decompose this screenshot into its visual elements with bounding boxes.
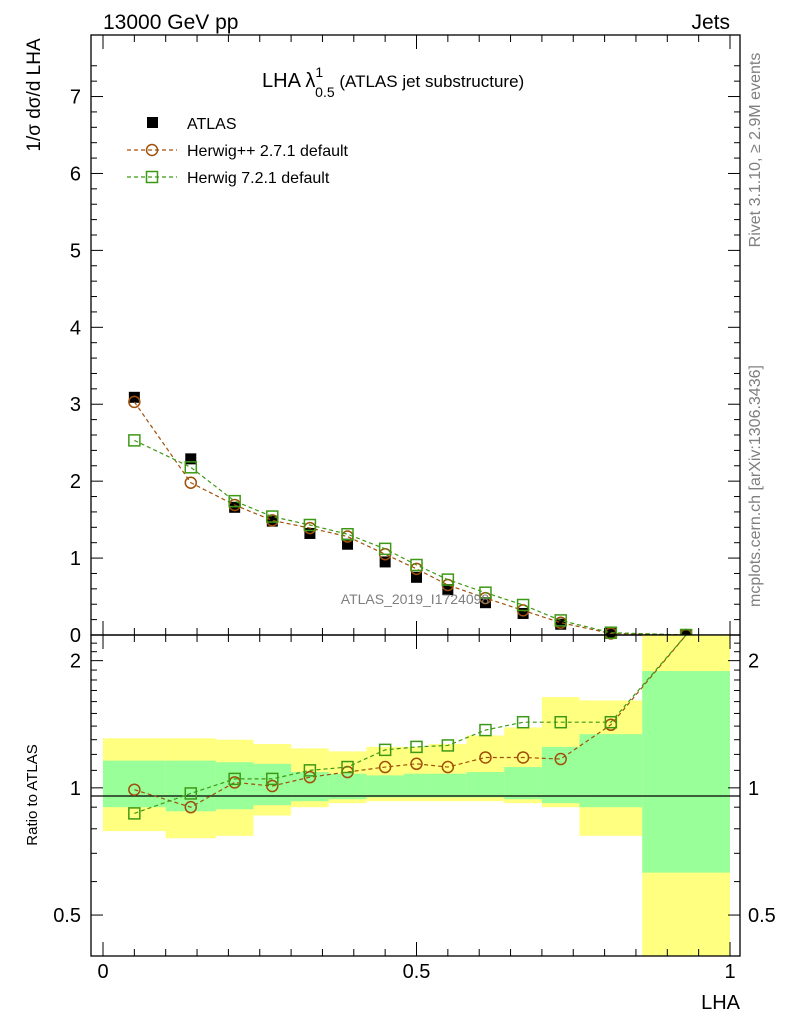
main-point-herwig7 xyxy=(228,494,241,508)
plot-title: LHA λ1 0.5 (ATLAS jet substructure) xyxy=(262,64,524,100)
main-point-herwig7 xyxy=(516,598,530,612)
main-ytick-label: 6 xyxy=(70,163,81,185)
main-point-atlas xyxy=(442,584,454,596)
ratio-ytick-label-right: 2 xyxy=(748,651,759,673)
main-point-herwigpp xyxy=(184,476,198,489)
ratio-point-herwigpp xyxy=(479,751,492,764)
main-ytick-label: 0 xyxy=(70,625,81,647)
ratio-ylabel: Ratio to ATLAS xyxy=(24,744,41,845)
main-point-atlas xyxy=(379,556,391,568)
main-point-atlas xyxy=(342,538,354,550)
ratio-point-herwigpp xyxy=(554,752,567,766)
main-panel: 0 1 2 3 4 5 6 7 ATLAS_2019_I1724098 LHA λ1 0.5 (… xyxy=(24,34,741,647)
x-tick-label: 0.5 xyxy=(403,961,431,983)
ratio-band-inner xyxy=(579,734,643,808)
x-tick-label: 1 xyxy=(724,961,735,983)
process-label: Jets xyxy=(691,11,730,34)
main-ytick-label: 5 xyxy=(70,240,81,262)
ratio-band-inner xyxy=(541,746,580,804)
main-point-herwig7 xyxy=(410,558,423,572)
ratio-point-herwigpp xyxy=(184,800,198,814)
ratio-point-herwig7 xyxy=(378,743,392,757)
ratio-band-inner xyxy=(403,773,430,798)
main-point-herwig7 xyxy=(604,626,618,639)
main-point-herwig7 xyxy=(441,573,455,586)
main-point-atlas xyxy=(517,607,529,619)
main-ytick-label: 1 xyxy=(70,548,81,570)
main-ytick-label: 2 xyxy=(70,471,81,493)
ratio-point-herwig7 xyxy=(441,739,455,752)
ratio-ytick-label-right: 1 xyxy=(748,778,759,800)
ratio-point-herwig7 xyxy=(410,740,423,754)
watermark: ATLAS_2019_I1724098 xyxy=(341,591,490,607)
ratio-point-herwig7 xyxy=(554,715,567,729)
ratio-point-herwig7 xyxy=(266,772,279,786)
legend-marker-atlas xyxy=(147,117,158,128)
legend-marker-herwigpp xyxy=(145,143,159,157)
main-point-herwig7 xyxy=(341,527,354,541)
ratio-band-inner xyxy=(466,772,505,798)
main-ytick-label: 7 xyxy=(70,87,81,109)
ratio-frame xyxy=(90,634,741,957)
main-point-atlas xyxy=(128,391,140,403)
ratio-point-herwig7 xyxy=(604,715,618,729)
mcplots-label: mcplots.cern.ch [arXiv:1306.3436] xyxy=(747,365,764,607)
ratio-point-herwig7 xyxy=(228,772,241,786)
main-point-atlas xyxy=(266,515,278,527)
ratio-point-herwigpp xyxy=(516,751,530,764)
ratio-band-inner xyxy=(366,775,404,798)
legend-label-atlas: ATLAS xyxy=(187,116,237,133)
ratio-point-herwig7 xyxy=(184,787,198,800)
legend-label-herwig7: Herwig 7.2.1 default xyxy=(187,170,330,187)
ratio-ytick-label-left: 0.5 xyxy=(53,905,81,927)
main-point-atlas xyxy=(555,618,567,630)
ratio-point-herwigpp xyxy=(378,760,392,774)
ratio-point-herwig7 xyxy=(516,715,530,729)
main-point-atlas xyxy=(411,571,422,583)
x-tick-label: 0 xyxy=(97,961,108,983)
main-point-herwig7 xyxy=(266,510,279,523)
main-point-herwigpp xyxy=(128,395,141,409)
main-point-herwig7 xyxy=(554,614,567,627)
main-ylabel: 1/σ dσ/d LHA xyxy=(24,38,45,152)
ratio-band-inner xyxy=(504,767,542,800)
main-point-atlas xyxy=(185,453,197,465)
ratio-point-herwigpp xyxy=(441,760,455,774)
ratio-band-inner xyxy=(215,762,254,810)
ratio-point-herwig7 xyxy=(479,723,492,737)
main-point-herwig7 xyxy=(303,518,317,532)
ratio-band-inner xyxy=(429,773,467,798)
main-point-herwig7 xyxy=(479,586,492,599)
rivet-label: Rivet 3.1.10, ≥ 2.9M events xyxy=(747,53,764,248)
ratio-ytick-label-left: 2 xyxy=(70,651,81,673)
legend: ATLAS Herwig++ 2.7.1 default Herwig 7.2.… xyxy=(127,116,349,187)
ratio-point-herwigpp xyxy=(410,757,423,771)
ratio-point-herwigpp xyxy=(266,779,279,793)
ratio-point-herwig7 xyxy=(128,807,141,820)
legend-marker-herwig7 xyxy=(145,170,159,184)
ratio-series-line-1 xyxy=(134,634,687,814)
ratio-ytick-label-right: 0.5 xyxy=(748,905,776,927)
main-point-herwig7 xyxy=(378,542,392,556)
main-point-atlas xyxy=(479,597,491,609)
ratio-band-inner xyxy=(642,671,730,873)
legend-label-herwigpp: Herwig++ 2.7.1 default xyxy=(187,143,349,160)
main-ytick-label: 3 xyxy=(70,394,81,416)
ratio-point-herwig7 xyxy=(341,760,354,774)
ratio-point-herwig7 xyxy=(303,764,317,777)
main-ytick-label: 4 xyxy=(70,317,81,339)
energy-label: 13000 GeV pp xyxy=(103,11,238,34)
ratio-series-line-0 xyxy=(134,634,687,808)
ratio-point-herwigpp xyxy=(128,783,141,796)
ratio-panel: 0.5 0.5 1 1 2 2 0 0.5 1 Ratio to ATLAS LHA xyxy=(24,634,776,1014)
ratio-point-herwigpp xyxy=(303,770,317,784)
main-point-herwig7 xyxy=(128,434,141,447)
x-axis-label: LHA xyxy=(701,992,741,1014)
main-series-line-1 xyxy=(133,401,687,636)
main-point-herwig7 xyxy=(184,461,198,474)
ratio-ytick-label-left: 1 xyxy=(70,778,81,800)
ratio-band-inner xyxy=(165,760,216,812)
